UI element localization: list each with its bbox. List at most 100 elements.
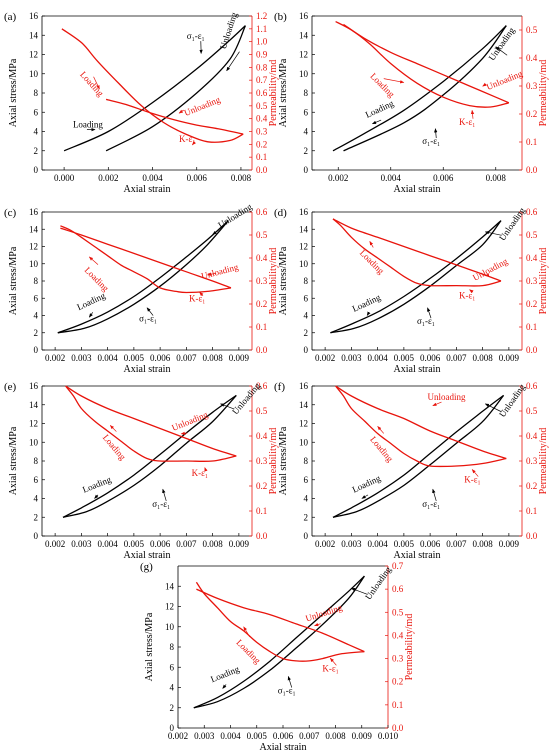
y-tick-label: 12 (29, 50, 38, 60)
x-tick-label: 0.004 (98, 353, 119, 363)
annotation-arrow (88, 256, 99, 265)
x-tick-label: 0.008 (486, 173, 507, 183)
series-perm-unloading (343, 23, 510, 104)
series-stress-unloading (62, 394, 237, 518)
annotation-label: σ₁-ε₁ (422, 499, 440, 509)
panel-e: (e)0.002 0.003 0.004 0.005 0.006 0.007 0.008 0.… (4, 380, 279, 561)
annotation-arrow (350, 587, 368, 595)
series-stress-unloading (332, 394, 505, 518)
x-tick-label: 0.005 (247, 731, 268, 741)
x-tick-label: 0.003 (71, 539, 92, 549)
annotation-label: Loading (83, 265, 112, 294)
y-tick-label: 8 (34, 276, 39, 286)
y2-tick-label: 0.2 (526, 109, 537, 119)
y-tick-label: 16 (29, 11, 39, 21)
y-tick-label: 6 (304, 293, 309, 303)
x-tick-label: 0.006 (150, 539, 171, 549)
series-perm-unloading (332, 218, 502, 282)
y-tick-label: 8 (304, 88, 309, 98)
y2-tick-label: 0.5 (526, 230, 538, 240)
panel-a: (a) 0.000 0.002 0.004 0.006 0.008 0 2 4 6 8 10 12 14 1… (4, 11, 279, 195)
x-axis-label: Axial strain (394, 550, 441, 561)
annotation-label: Loading (351, 292, 383, 314)
y-tick-label: 8 (34, 456, 39, 466)
y-tick-label: 4 (170, 683, 175, 693)
y-tick-label: 16 (29, 381, 39, 391)
annotation-arrow (192, 140, 197, 146)
panel-label: (d) (274, 207, 287, 219)
series-perm-loading (61, 28, 244, 143)
y2-tick-label: 0.3 (526, 456, 538, 466)
series-perm-loading (195, 581, 365, 662)
y-tick-label: 8 (170, 642, 175, 652)
annotation-arrow (484, 273, 490, 277)
y2-tick-label: 0.9 (256, 50, 268, 60)
y2-tick-label: 0.0 (256, 531, 268, 541)
annotation-label: σ₁-ε₁ (152, 499, 170, 509)
annotation-label: K-ε₁ (322, 663, 338, 673)
series-perm-unloading (196, 588, 365, 653)
y2-tick-label: 0.7 (392, 561, 404, 571)
y2-tick-label: 0.6 (256, 207, 268, 217)
y-tick-label: 4 (34, 311, 39, 321)
y-tick-label: 6 (304, 107, 309, 117)
x-tick-label: 0.007 (176, 353, 197, 363)
x-tick-label: 0.006 (433, 173, 454, 183)
x-tick-label: 0.004 (220, 731, 241, 741)
y-tick-label: 14 (165, 581, 175, 591)
y2-tick-label: 0.1 (392, 700, 403, 710)
y-tick-label: 10 (29, 259, 39, 269)
annotation-arrow (427, 307, 432, 319)
y-tick-label: 2 (304, 146, 309, 156)
x-tick-label: 0.005 (124, 539, 145, 549)
series-perm-unloading (105, 98, 244, 135)
y-tick-label: 16 (299, 207, 309, 217)
series-stress-loading (330, 220, 502, 334)
y-tick-label: 6 (34, 107, 39, 117)
annotation-label: Unloading (497, 382, 527, 419)
y-tick-label: 4 (34, 494, 39, 504)
x-tick-label: 0.007 (299, 731, 320, 741)
panel-label: (e) (4, 381, 17, 393)
annotation-label: Loading (209, 664, 241, 685)
annotation-label: K-ε₁ (464, 475, 480, 485)
x-tick-label: 0.008 (203, 353, 224, 363)
series-stress-unloading (343, 25, 507, 152)
x-tick-label: 0.008 (325, 731, 346, 741)
panel-label: (f) (274, 381, 285, 393)
y2-tick-label: 0.1 (256, 506, 267, 516)
x-tick-label: 0.005 (124, 353, 145, 363)
annotation-arrow (162, 488, 167, 502)
series-perm-loading (65, 385, 237, 463)
annotation-label: Loading (81, 474, 113, 495)
y2-tick-label: 0.0 (526, 531, 538, 541)
annotation-arrow (484, 403, 502, 413)
annotation-label: Loading (73, 120, 103, 130)
y2-tick-label: 0.1 (526, 322, 537, 332)
panel-f: (f)0.002 0.003 0.004 0.005 0.006 0.007 0.008 0.… (274, 381, 549, 561)
y2-tick-label: 0.5 (392, 607, 404, 617)
y-tick-label: 12 (165, 602, 174, 612)
annotation-arrow (88, 312, 94, 318)
y-tick-label: 0 (34, 165, 39, 175)
x-tick-label: 0.010 (378, 731, 399, 741)
y2-tick-label: 0.2 (526, 481, 537, 491)
annotation-arrow (484, 230, 502, 236)
y-axis-label: Axial stress/MPa (8, 246, 19, 315)
annotation-arrow (377, 425, 385, 434)
series-stress-loading (57, 220, 229, 334)
series-stress-loading (332, 25, 507, 152)
annotation-arrow (314, 622, 321, 627)
y2-axis-label: Permeability/md (268, 248, 279, 315)
y-axis-label: Axial stress/MPa (278, 246, 289, 315)
x-tick-label: 0.008 (473, 353, 494, 363)
y2-tick-label: 1.0 (256, 37, 268, 47)
y-tick-label: 16 (29, 207, 39, 217)
annotation-label: Loading (78, 69, 106, 98)
annotation-label: Loading (75, 290, 107, 312)
x-tick-label: 0.003 (341, 353, 362, 363)
series-stress-loading (193, 575, 365, 709)
annotation-arrow (93, 76, 100, 90)
panel-c: (c)0.002 0.003 0.004 0.005 0.006 0.007 0.008 0.… (4, 201, 279, 375)
y-tick-label: 12 (29, 419, 38, 429)
